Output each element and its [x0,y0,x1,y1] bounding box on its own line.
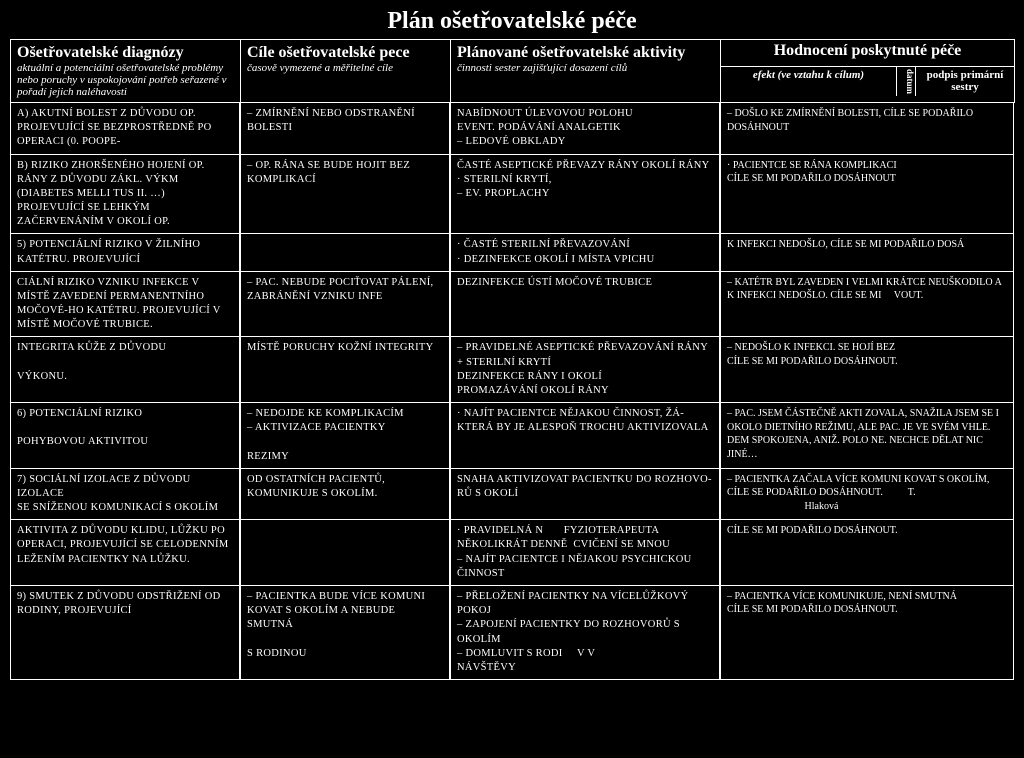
col4-title: Hodnocení poskytnuté péče [774,42,962,59]
dx-cell: INTEGRITA KŮŽE Z DŮVODU VÝKONU. [10,337,240,403]
dx-cell: 7) SOCIÁLNÍ IZOLACE Z DŮVODU IZOLACE SE … [10,469,240,521]
goals-cell: – PAC. NEBUDE POCIŤOVAT PÁLENÍ, ZABRÁNĚN… [240,272,450,338]
care-plan-row: CIÁLNÍ RIZIKO VZNIKU INFEKCE V MÍSTĚ ZAV… [10,272,1014,338]
col1-sub: aktuální a potenciální ošetřovatelské pr… [17,62,234,98]
activities-cell: – PRAVIDELNÉ ASEPTICKÉ PŘEVAZOVÁNÍ RÁNY … [450,337,720,403]
goals-cell [240,234,450,271]
dx-cell: 6) POTENCIÁLNÍ RIZIKO POHYBOVOU AKTIVITO… [10,403,240,469]
evaluation-cell: – PAC. JSEM ČÁSTEČNĚ AKTI ZOVALA, SNAŽIL… [720,403,1014,469]
goals-cell: – OP. RÁNA SE BUDE HOJIT BEZ KOMPLIKACÍ [240,155,450,235]
care-plan-row: INTEGRITA KŮŽE Z DŮVODU VÝKONU.MÍSTĚ POR… [10,337,1014,403]
activities-cell: NABÍDNOUT ÚLEVOVOU POLOHU EVENT. PODÁVÁN… [450,103,720,155]
dx-cell: 5) POTENCIÁLNÍ RIZIKO V ŽILNÍHO KATÉTRU.… [10,234,240,271]
goals-cell [240,520,450,586]
care-plan-row: A) AKUTNÍ BOLEST Z DŮVODU OP. PROJEVUJÍC… [10,103,1014,155]
care-plan-row: B) RIZIKO ZHORŠENÉHO HOJENÍ OP. RÁNY Z D… [10,155,1014,235]
evaluation-cell: · PACIENTCE SE RÁNA KOMPLIKACI CÍLE SE M… [720,155,1014,235]
goals-cell: – ZMÍRNĚNÍ NEBO ODSTRANĚNÍ BOLESTI [240,103,450,155]
evaluation-cell: – KATÉTR BYL ZAVEDEN I VELMI KRÁTCE NEUŠ… [720,272,1014,338]
care-plan-row: 5) POTENCIÁLNÍ RIZIKO V ŽILNÍHO KATÉTRU.… [10,234,1014,271]
evaluation-cell: – PACIENTKA ZAČALA VÍCE KOMUNI KOVAT S O… [720,469,1014,521]
col4-datum: datum [897,67,916,96]
col3-title: Plánované ošetřovatelské aktivity [457,44,714,62]
evaluation-cell: CÍLE SE MI PODAŘILO DOSÁHNOUT. [720,520,1014,586]
care-plan-row: 9) SMUTEK Z DŮVODU ODSTŘIŽENÍ OD RODINY,… [10,586,1014,680]
activities-cell: SNAHA AKTIVIZOVAT PACIENTKU DO ROZHOVO-R… [450,469,720,521]
goals-cell: OD OSTATNÍCH PACIENTŮ, KOMUNIKUJE S OKOL… [240,469,450,521]
col4-efekt: efekt (ve vztahu k cílum) [721,67,897,96]
dx-cell: B) RIZIKO ZHORŠENÉHO HOJENÍ OP. RÁNY Z D… [10,155,240,235]
goals-cell: – NEDOJDE KE KOMPLIKACÍM – AKTIVIZACE PA… [240,403,450,469]
care-plan-row: 6) POTENCIÁLNÍ RIZIKO POHYBOVOU AKTIVITO… [10,403,1014,469]
col2-sub: časově vymezené a měřitelné cíle [247,62,444,74]
dx-cell: 9) SMUTEK Z DŮVODU ODSTŘIŽENÍ OD RODINY,… [10,586,240,680]
evaluation-cell: – DOŠLO KE ZMÍRNĚNÍ BOLESTI, CÍLE SE POD… [720,103,1014,155]
activities-cell: · NAJÍT PACIENTCE NĚJAKOU ČINNOST, ŽÁ-KT… [450,403,720,469]
activities-cell: ČASTÉ ASEPTICKÉ PŘEVAZY RÁNY OKOLÍ RÁNY … [450,155,720,235]
dx-cell: CIÁLNÍ RIZIKO VZNIKU INFEKCE V MÍSTĚ ZAV… [10,272,240,338]
page-title: Plán ošetřovatelské péče [0,0,1024,39]
activities-cell: – PŘELOŽENÍ PACIENTKY NA VÍCELŮŽKOVÝ POK… [450,586,720,680]
activities-cell: · PRAVIDELNÁ N FYZIOTERAPEUTA NĚKOLIKRÁT… [450,520,720,586]
care-plan-body: A) AKUTNÍ BOLEST Z DŮVODU OP. PROJEVUJÍC… [0,103,1024,680]
col2-title: Cíle ošetřovatelské pece [247,44,444,62]
activities-cell: DEZINFEKCE ÚSTÍ MOČOVÉ TRUBICE [450,272,720,338]
col1-title: Ošetřovatelské diagnózy [17,44,234,62]
dx-cell: AKTIVITA Z DŮVODU KLIDU, LŮŽKU PO OPERAC… [10,520,240,586]
dx-cell: A) AKUTNÍ BOLEST Z DŮVODU OP. PROJEVUJÍC… [10,103,240,155]
col3-sub: činnosti sester zajišťující dosazení cíl… [457,62,714,74]
col4-podpis: podpis primární sestry [916,67,1014,96]
care-plan-header-table: Ošetřovatelské diagnózy aktuální a poten… [10,39,1015,103]
goals-cell: – PACIENTKA BUDE VÍCE KOMUNI KOVAT S OKO… [240,586,450,680]
evaluation-cell: – PACIENTKA VÍCE KOMUNIKUJE, NENÍ SMUTNÁ… [720,586,1014,680]
evaluation-cell: – NEDOŠLO K INFEKCI. SE HOJÍ BEZ CÍLE SE… [720,337,1014,403]
evaluation-cell: K INFEKCI NEDOŠLO, CÍLE SE MI PODAŘILO D… [720,234,1014,271]
care-plan-row: AKTIVITA Z DŮVODU KLIDU, LŮŽKU PO OPERAC… [10,520,1014,586]
goals-cell: MÍSTĚ PORUCHY KOŽNÍ INTEGRITY [240,337,450,403]
activities-cell: · ČASTÉ STERILNÍ PŘEVAZOVÁNÍ · DEZINFEKC… [450,234,720,271]
care-plan-row: 7) SOCIÁLNÍ IZOLACE Z DŮVODU IZOLACE SE … [10,469,1014,521]
